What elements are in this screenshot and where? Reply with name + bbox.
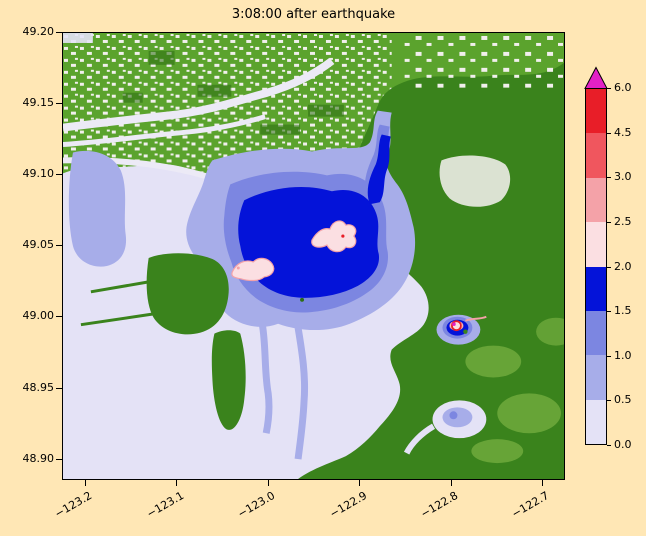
y-tickmark <box>56 316 62 318</box>
y-tick-label: 49.15 <box>22 96 55 110</box>
colorbar-tickmark <box>607 311 611 313</box>
colorbar-segment <box>586 310 606 356</box>
x-tick-label: −122.9 <box>326 489 369 521</box>
y-tick-label: 49.20 <box>22 25 55 38</box>
y-tick-label: 48.95 <box>22 380 55 394</box>
y-tickmark <box>56 103 62 105</box>
x-tickmark <box>450 480 452 486</box>
y-tick-label: 49.00 <box>22 309 55 323</box>
colorbar-tick-label: 6.0 <box>614 81 632 94</box>
x-tickmark <box>176 480 178 486</box>
colorbar-tickmark <box>607 266 611 268</box>
colorbar-tickmark <box>607 445 611 446</box>
x-tick-label: −123.1 <box>144 489 186 521</box>
colorbar-segment <box>586 133 606 178</box>
colorbar-over-triangle <box>584 66 608 89</box>
y-tickmark <box>56 174 62 176</box>
colorbar-tick-label: 4.5 <box>614 125 632 139</box>
y-tickmark <box>56 245 62 247</box>
x-tickmark <box>542 480 544 486</box>
colorbar-tick-label: 1.5 <box>614 304 632 318</box>
colorbar-tick-label: 3.0 <box>614 170 632 184</box>
colorbar-tickmark <box>607 132 611 134</box>
colorbar-tickmark <box>607 88 611 89</box>
colorbar-segment <box>586 399 606 444</box>
south-harbor <box>403 400 487 455</box>
colorbar-tickmark <box>607 355 611 357</box>
x-tickmark <box>359 480 361 486</box>
point-peninsula <box>80 253 246 430</box>
y-tick-label: 49.05 <box>22 238 55 252</box>
y-tick-label: 48.90 <box>22 451 55 465</box>
colorbar-tick-label: 0.5 <box>614 393 632 407</box>
urban-patch-east <box>439 155 511 207</box>
x-tickmark <box>84 480 86 486</box>
y-tick-label: 49.10 <box>22 167 55 181</box>
colorbar-segment <box>586 89 606 134</box>
y-tickmark <box>56 458 62 460</box>
colorbar-bar <box>585 88 607 445</box>
colorbar-tickmark <box>607 400 611 402</box>
corner-flat <box>63 33 93 43</box>
plot-area <box>62 32 565 480</box>
plot-title: 3:08:00 after earthquake <box>231 7 396 22</box>
map-canvas <box>63 33 564 479</box>
colorbar-tick-label: 2.5 <box>614 214 632 228</box>
colorbar-tick-label: 2.0 <box>614 259 632 273</box>
y-tickmark <box>56 32 62 33</box>
colorbar-tickmark <box>607 221 611 223</box>
x-tick-label: −123.0 <box>235 489 278 521</box>
x-tick-label: −122.7 <box>509 489 552 521</box>
x-tickmark <box>267 480 269 486</box>
x-tick-label: −123.2 <box>52 489 95 521</box>
colorbar-segment <box>586 266 606 311</box>
colorbar-segment <box>586 222 606 267</box>
bay-hotspot-islands <box>231 220 357 302</box>
colorbar-tick-label: 1.0 <box>614 348 632 362</box>
colorbar-segment <box>586 177 606 223</box>
y-tickmark <box>56 387 62 389</box>
x-tick-label: −122.8 <box>418 489 461 521</box>
east-hotspot <box>436 314 487 345</box>
colorbar-segment <box>586 355 606 400</box>
colorbar-tickmark <box>607 177 611 179</box>
colorbar-tick-label: 0.0 <box>614 438 632 451</box>
